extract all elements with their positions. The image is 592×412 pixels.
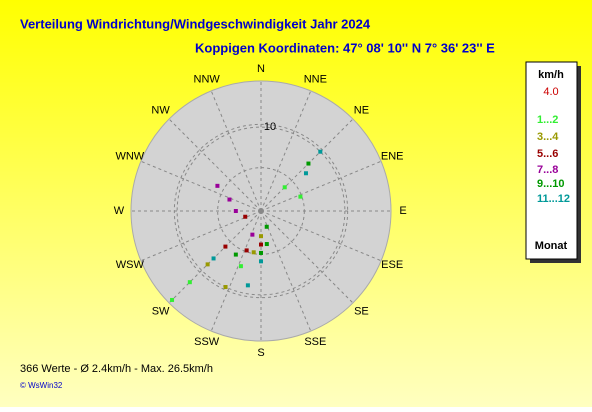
spoke (260, 210, 382, 262)
point (259, 234, 263, 239)
legend-entry: 11...12 (537, 193, 570, 205)
point (211, 256, 216, 261)
spoke (260, 210, 312, 332)
point (223, 244, 228, 249)
direction-label: ESE (381, 259, 403, 271)
point (233, 252, 238, 257)
direction-label: SSE (304, 336, 326, 348)
point (250, 232, 255, 237)
spoke (168, 118, 262, 212)
direction-label: NNE (304, 74, 327, 86)
grid-ring (176, 126, 346, 296)
direction-label: SW (152, 305, 170, 317)
legend-entry: 1...2 (537, 114, 558, 126)
spoke (140, 160, 262, 212)
footer: 366 Werte - Ø 2.4km/h - Max. 26.5km/h (20, 363, 213, 375)
direction-label: SSW (194, 336, 220, 348)
point (259, 259, 263, 264)
point (303, 171, 308, 176)
point (215, 183, 220, 188)
point (306, 161, 311, 166)
point (282, 185, 287, 190)
point (298, 194, 303, 199)
point (205, 262, 210, 267)
point (238, 264, 243, 269)
point (170, 297, 175, 302)
direction-label: NE (354, 104, 369, 116)
point (227, 197, 232, 202)
legend-box (525, 61, 578, 260)
r-tick-label: 10 (264, 121, 276, 133)
point (223, 285, 228, 290)
legend-entry: 9...10 (537, 178, 565, 190)
point (187, 280, 192, 285)
credit: © WsWin32 (20, 381, 63, 390)
point (318, 149, 323, 154)
spoke (260, 118, 354, 212)
spoke (168, 210, 262, 304)
point (251, 250, 256, 255)
spoke (210, 210, 262, 332)
direction-label: S (257, 347, 264, 359)
legend-value: 4.0 (543, 86, 558, 98)
spoke (210, 90, 262, 212)
point (264, 242, 269, 247)
chart-subtitle: Koppigen Koordinaten: 47° 08' 10'' N 7° … (195, 40, 495, 55)
direction-label: N (257, 63, 265, 75)
direction-label: SE (354, 305, 369, 317)
point (259, 242, 263, 247)
direction-label: WNW (115, 151, 144, 163)
direction-label: ENE (381, 151, 404, 163)
legend-entry: 5...6 (537, 148, 558, 160)
direction-label: W (114, 205, 125, 217)
point (244, 248, 249, 253)
legend-entry: 7...8 (537, 164, 558, 176)
point (264, 224, 269, 229)
point (259, 250, 263, 255)
legend-title: km/h (538, 69, 564, 81)
spoke (260, 210, 354, 304)
legend-footer: Monat (535, 240, 568, 252)
direction-label: NNW (194, 74, 221, 86)
spoke (260, 160, 382, 212)
legend-entry: 3...4 (537, 131, 559, 143)
point (245, 283, 250, 288)
direction-label: E (399, 205, 406, 217)
point (243, 214, 248, 219)
spoke (260, 90, 312, 212)
direction-label: NW (151, 104, 170, 116)
point (233, 209, 238, 213)
direction-label: WSW (116, 259, 145, 271)
chart-title: Verteilung Windrichtung/Windgeschwindigk… (20, 16, 371, 31)
spoke (140, 210, 262, 262)
